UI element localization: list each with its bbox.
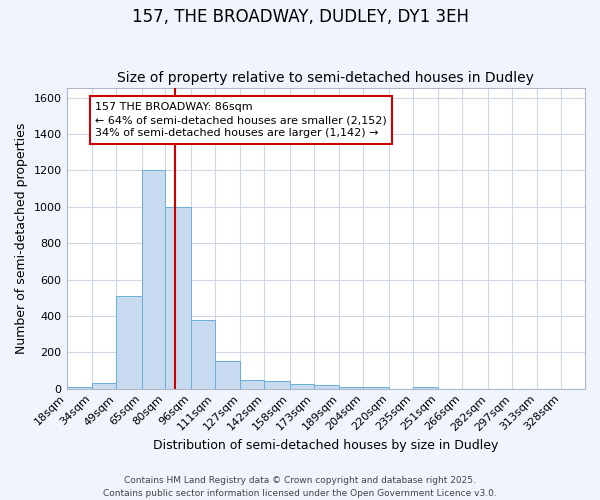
Bar <box>116 296 142 388</box>
Y-axis label: Number of semi-detached properties: Number of semi-detached properties <box>15 123 28 354</box>
Bar <box>340 386 363 388</box>
Bar <box>290 384 314 388</box>
Bar <box>92 384 116 388</box>
Text: 157 THE BROADWAY: 86sqm
← 64% of semi-detached houses are smaller (2,152)
34% of: 157 THE BROADWAY: 86sqm ← 64% of semi-de… <box>95 102 387 139</box>
Bar <box>265 382 290 388</box>
Bar <box>166 206 191 388</box>
Text: 157, THE BROADWAY, DUDLEY, DY1 3EH: 157, THE BROADWAY, DUDLEY, DY1 3EH <box>131 8 469 26</box>
Bar <box>241 380 265 388</box>
Text: Contains HM Land Registry data © Crown copyright and database right 2025.
Contai: Contains HM Land Registry data © Crown c… <box>103 476 497 498</box>
Title: Size of property relative to semi-detached houses in Dudley: Size of property relative to semi-detach… <box>118 70 534 85</box>
Bar <box>314 385 340 388</box>
Bar <box>67 387 92 388</box>
Bar <box>215 362 241 388</box>
Bar <box>363 387 389 388</box>
X-axis label: Distribution of semi-detached houses by size in Dudley: Distribution of semi-detached houses by … <box>153 440 499 452</box>
Bar <box>191 320 215 388</box>
Bar <box>142 170 166 388</box>
